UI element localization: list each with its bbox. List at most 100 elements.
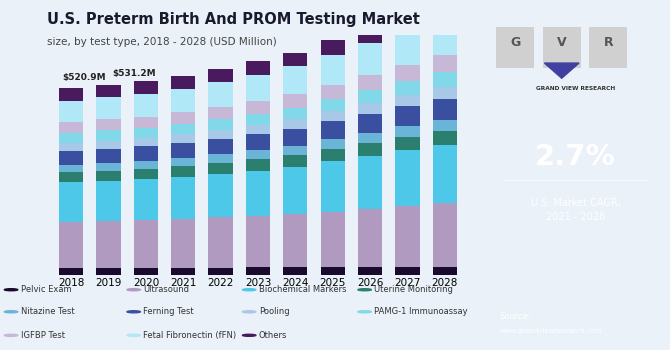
Bar <box>134 268 158 275</box>
Bar <box>320 121 345 139</box>
Bar <box>59 133 83 143</box>
Text: size, by test type, 2018 - 2028 (USD Million): size, by test type, 2018 - 2028 (USD Mil… <box>47 37 277 47</box>
Bar <box>134 94 158 117</box>
Bar <box>171 134 196 143</box>
Circle shape <box>4 334 18 336</box>
Bar <box>59 268 83 275</box>
Bar <box>171 158 196 166</box>
Bar <box>320 99 345 111</box>
Bar <box>208 154 232 163</box>
Bar <box>171 89 196 112</box>
Bar <box>59 173 83 182</box>
Bar <box>433 145 457 203</box>
Text: G: G <box>510 36 520 49</box>
Text: Pelvic Exam: Pelvic Exam <box>21 285 71 294</box>
Bar <box>395 206 419 267</box>
Bar <box>96 141 121 149</box>
Bar <box>208 217 232 268</box>
Bar <box>59 222 83 268</box>
Bar <box>246 101 270 113</box>
Bar <box>171 76 196 89</box>
Bar <box>171 143 196 158</box>
Bar <box>134 146 158 161</box>
Bar <box>208 107 232 119</box>
Text: IGFBP Test: IGFBP Test <box>21 331 65 340</box>
Bar <box>96 221 121 268</box>
Bar <box>96 170 121 181</box>
Bar <box>283 129 308 146</box>
Bar <box>433 120 457 131</box>
Text: U.S. Preterm Birth And PROM Testing Market: U.S. Preterm Birth And PROM Testing Mark… <box>47 12 420 27</box>
Circle shape <box>4 311 18 313</box>
Bar <box>283 94 308 108</box>
FancyBboxPatch shape <box>543 27 581 68</box>
Bar <box>283 214 308 267</box>
Bar <box>208 119 232 130</box>
Bar <box>358 90 382 103</box>
Text: Fetal Fibronectin (fFN): Fetal Fibronectin (fFN) <box>143 331 237 340</box>
Bar <box>246 125 270 134</box>
Bar <box>320 139 345 149</box>
Bar <box>59 182 83 222</box>
Text: Ferning Test: Ferning Test <box>143 307 194 316</box>
Text: www.grandviewresearch.com: www.grandviewresearch.com <box>500 328 603 334</box>
Text: Others: Others <box>259 331 287 340</box>
Bar <box>320 111 345 121</box>
Bar <box>96 181 121 221</box>
Text: Nitazine Test: Nitazine Test <box>21 307 74 316</box>
Bar <box>358 267 382 275</box>
Text: Biochemical Markers: Biochemical Markers <box>259 285 346 294</box>
Text: Pooling: Pooling <box>259 307 289 316</box>
Bar <box>358 156 382 209</box>
Polygon shape <box>545 63 579 78</box>
Bar <box>96 149 121 162</box>
Bar <box>134 81 158 94</box>
Bar <box>59 101 83 122</box>
Bar <box>395 15 419 31</box>
Bar <box>246 150 270 159</box>
Bar <box>134 220 158 268</box>
Bar <box>134 128 158 138</box>
Bar <box>320 55 345 85</box>
Bar <box>358 114 382 133</box>
Bar <box>246 61 270 75</box>
Bar <box>358 27 382 42</box>
Bar <box>134 161 158 169</box>
Bar <box>208 139 232 154</box>
Bar <box>59 164 83 173</box>
Bar <box>134 169 158 179</box>
Bar <box>171 268 196 275</box>
Bar <box>433 266 457 275</box>
Bar <box>320 212 345 267</box>
Circle shape <box>127 289 141 291</box>
Bar <box>283 155 308 167</box>
Bar <box>246 113 270 125</box>
Bar <box>320 161 345 212</box>
Bar <box>171 219 196 268</box>
Bar <box>433 55 457 72</box>
Bar <box>320 85 345 99</box>
Bar <box>246 216 270 267</box>
Bar <box>59 122 83 133</box>
Bar <box>320 267 345 275</box>
Bar <box>246 171 270 216</box>
Bar <box>208 69 232 82</box>
Bar <box>59 151 83 164</box>
Text: V: V <box>557 36 567 49</box>
Bar <box>208 130 232 139</box>
Bar <box>171 177 196 219</box>
Bar <box>395 95 419 106</box>
Bar <box>134 138 158 146</box>
Bar <box>246 134 270 150</box>
Bar <box>208 82 232 107</box>
Bar <box>395 150 419 206</box>
Bar <box>96 268 121 275</box>
Bar <box>358 143 382 156</box>
Text: U.S. Market CAGR,
2021 - 2028: U.S. Market CAGR, 2021 - 2028 <box>531 198 620 222</box>
Bar <box>433 72 457 87</box>
Bar <box>96 97 121 119</box>
Bar <box>395 137 419 150</box>
Text: $520.9M: $520.9M <box>62 73 105 82</box>
Bar <box>433 131 457 145</box>
Bar <box>134 179 158 220</box>
